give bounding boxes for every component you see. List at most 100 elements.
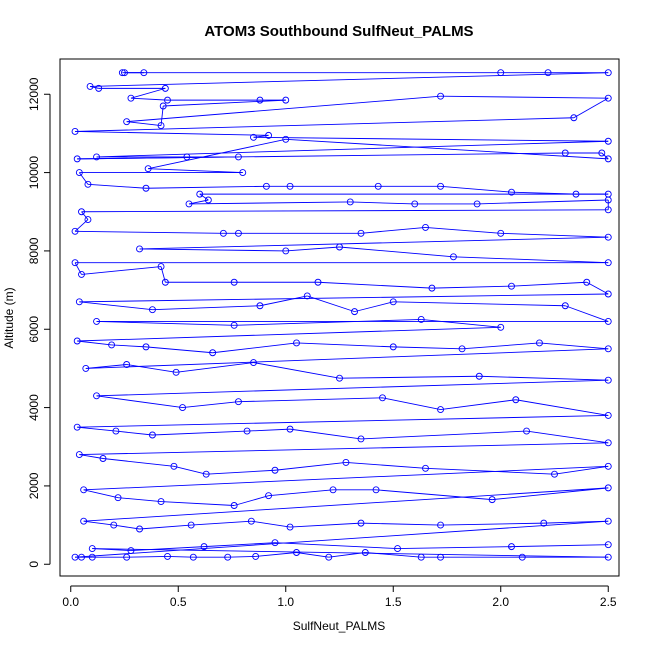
series-segment [421, 319, 501, 328]
series-segment [79, 301, 153, 311]
series-segment [285, 246, 340, 252]
series-segment [85, 348, 609, 369]
y-tick-label: 4000 [27, 394, 41, 421]
series-segment [77, 152, 566, 160]
data-point [293, 549, 300, 556]
data-point [286, 182, 294, 190]
data-point [422, 464, 429, 472]
series-segment [253, 362, 340, 379]
data-point [583, 278, 591, 286]
series-segment [130, 87, 166, 99]
series-segment [453, 256, 609, 264]
series-points [71, 69, 612, 561]
data-point [123, 361, 131, 368]
data-point [325, 553, 333, 561]
data-point [417, 316, 425, 323]
series-segment [118, 497, 162, 503]
data-point [250, 133, 257, 141]
series-segment [126, 555, 168, 558]
data-point [80, 486, 88, 494]
data-point [497, 229, 505, 237]
series-segment [115, 430, 153, 436]
data-point [172, 368, 180, 376]
data-point [189, 553, 197, 561]
series-segment [259, 295, 308, 307]
data-point [329, 486, 337, 494]
series-segment [96, 395, 183, 409]
data-point [604, 137, 612, 145]
series-segment [360, 522, 441, 526]
data-point [488, 496, 496, 504]
data-point [71, 227, 79, 235]
data-point [572, 190, 580, 198]
series-segment [462, 342, 540, 350]
y-tick-label: 0 [27, 561, 41, 568]
data-point [604, 345, 612, 353]
series-segment [440, 522, 544, 526]
data-point [351, 308, 358, 316]
series-segment [296, 552, 329, 558]
data-point [161, 84, 169, 92]
data-point [508, 282, 515, 290]
data-point [604, 462, 612, 470]
series-segment [317, 281, 432, 289]
data-point [84, 180, 92, 188]
data-point [389, 343, 397, 351]
data-point [604, 411, 612, 419]
data-point [256, 302, 264, 310]
data-point [604, 553, 612, 561]
series-segment [204, 542, 276, 548]
series-segment [79, 293, 609, 303]
series-segment [126, 121, 162, 127]
data-point [157, 263, 165, 271]
series-segment [96, 140, 609, 158]
data-point [437, 521, 444, 529]
series-segment [339, 246, 454, 258]
data-point [604, 376, 612, 384]
series-segment [81, 211, 89, 220]
data-point [112, 427, 120, 435]
series-segment [234, 495, 269, 506]
data-point [148, 306, 156, 314]
series-segment [350, 201, 415, 205]
data-point [86, 82, 94, 90]
series-segment [126, 95, 441, 123]
chart-title: ATOM3 Southbound SulfNeut_PALMS [204, 23, 473, 40]
series-segment [75, 117, 574, 132]
series-segment [511, 281, 587, 287]
series-segment [440, 95, 609, 99]
data-point [136, 525, 144, 533]
series-segment [173, 465, 207, 475]
series-segment [360, 430, 527, 440]
x-axis: 0.0 0.5 1.0 1.5 2.0 2.5 [62, 585, 617, 609]
series-segment [77, 326, 501, 342]
data-point [357, 519, 365, 527]
series-segment [440, 399, 516, 410]
series-segment [526, 430, 609, 444]
data-point [187, 521, 195, 529]
series-segment [393, 301, 566, 307]
series-segment [85, 364, 127, 369]
series-segment [90, 85, 99, 89]
series-segment [238, 397, 383, 403]
data-point [604, 259, 612, 267]
data-point [71, 259, 79, 267]
series-segment [111, 344, 147, 348]
x-tick-label: 2.5 [600, 595, 617, 609]
series-segment [477, 199, 609, 205]
data-point [265, 131, 272, 139]
data-point [127, 94, 135, 102]
data-point [88, 553, 96, 561]
series-segment [148, 138, 286, 170]
data-point [271, 466, 279, 474]
data-point [78, 270, 85, 278]
data-point [164, 552, 171, 560]
series-segment [339, 375, 480, 379]
series-segment [130, 97, 168, 101]
data-point [604, 206, 612, 214]
data-point [252, 552, 260, 560]
data-point [604, 517, 612, 525]
data-point [271, 539, 279, 547]
series-segment [92, 548, 609, 558]
data-point [142, 343, 150, 351]
